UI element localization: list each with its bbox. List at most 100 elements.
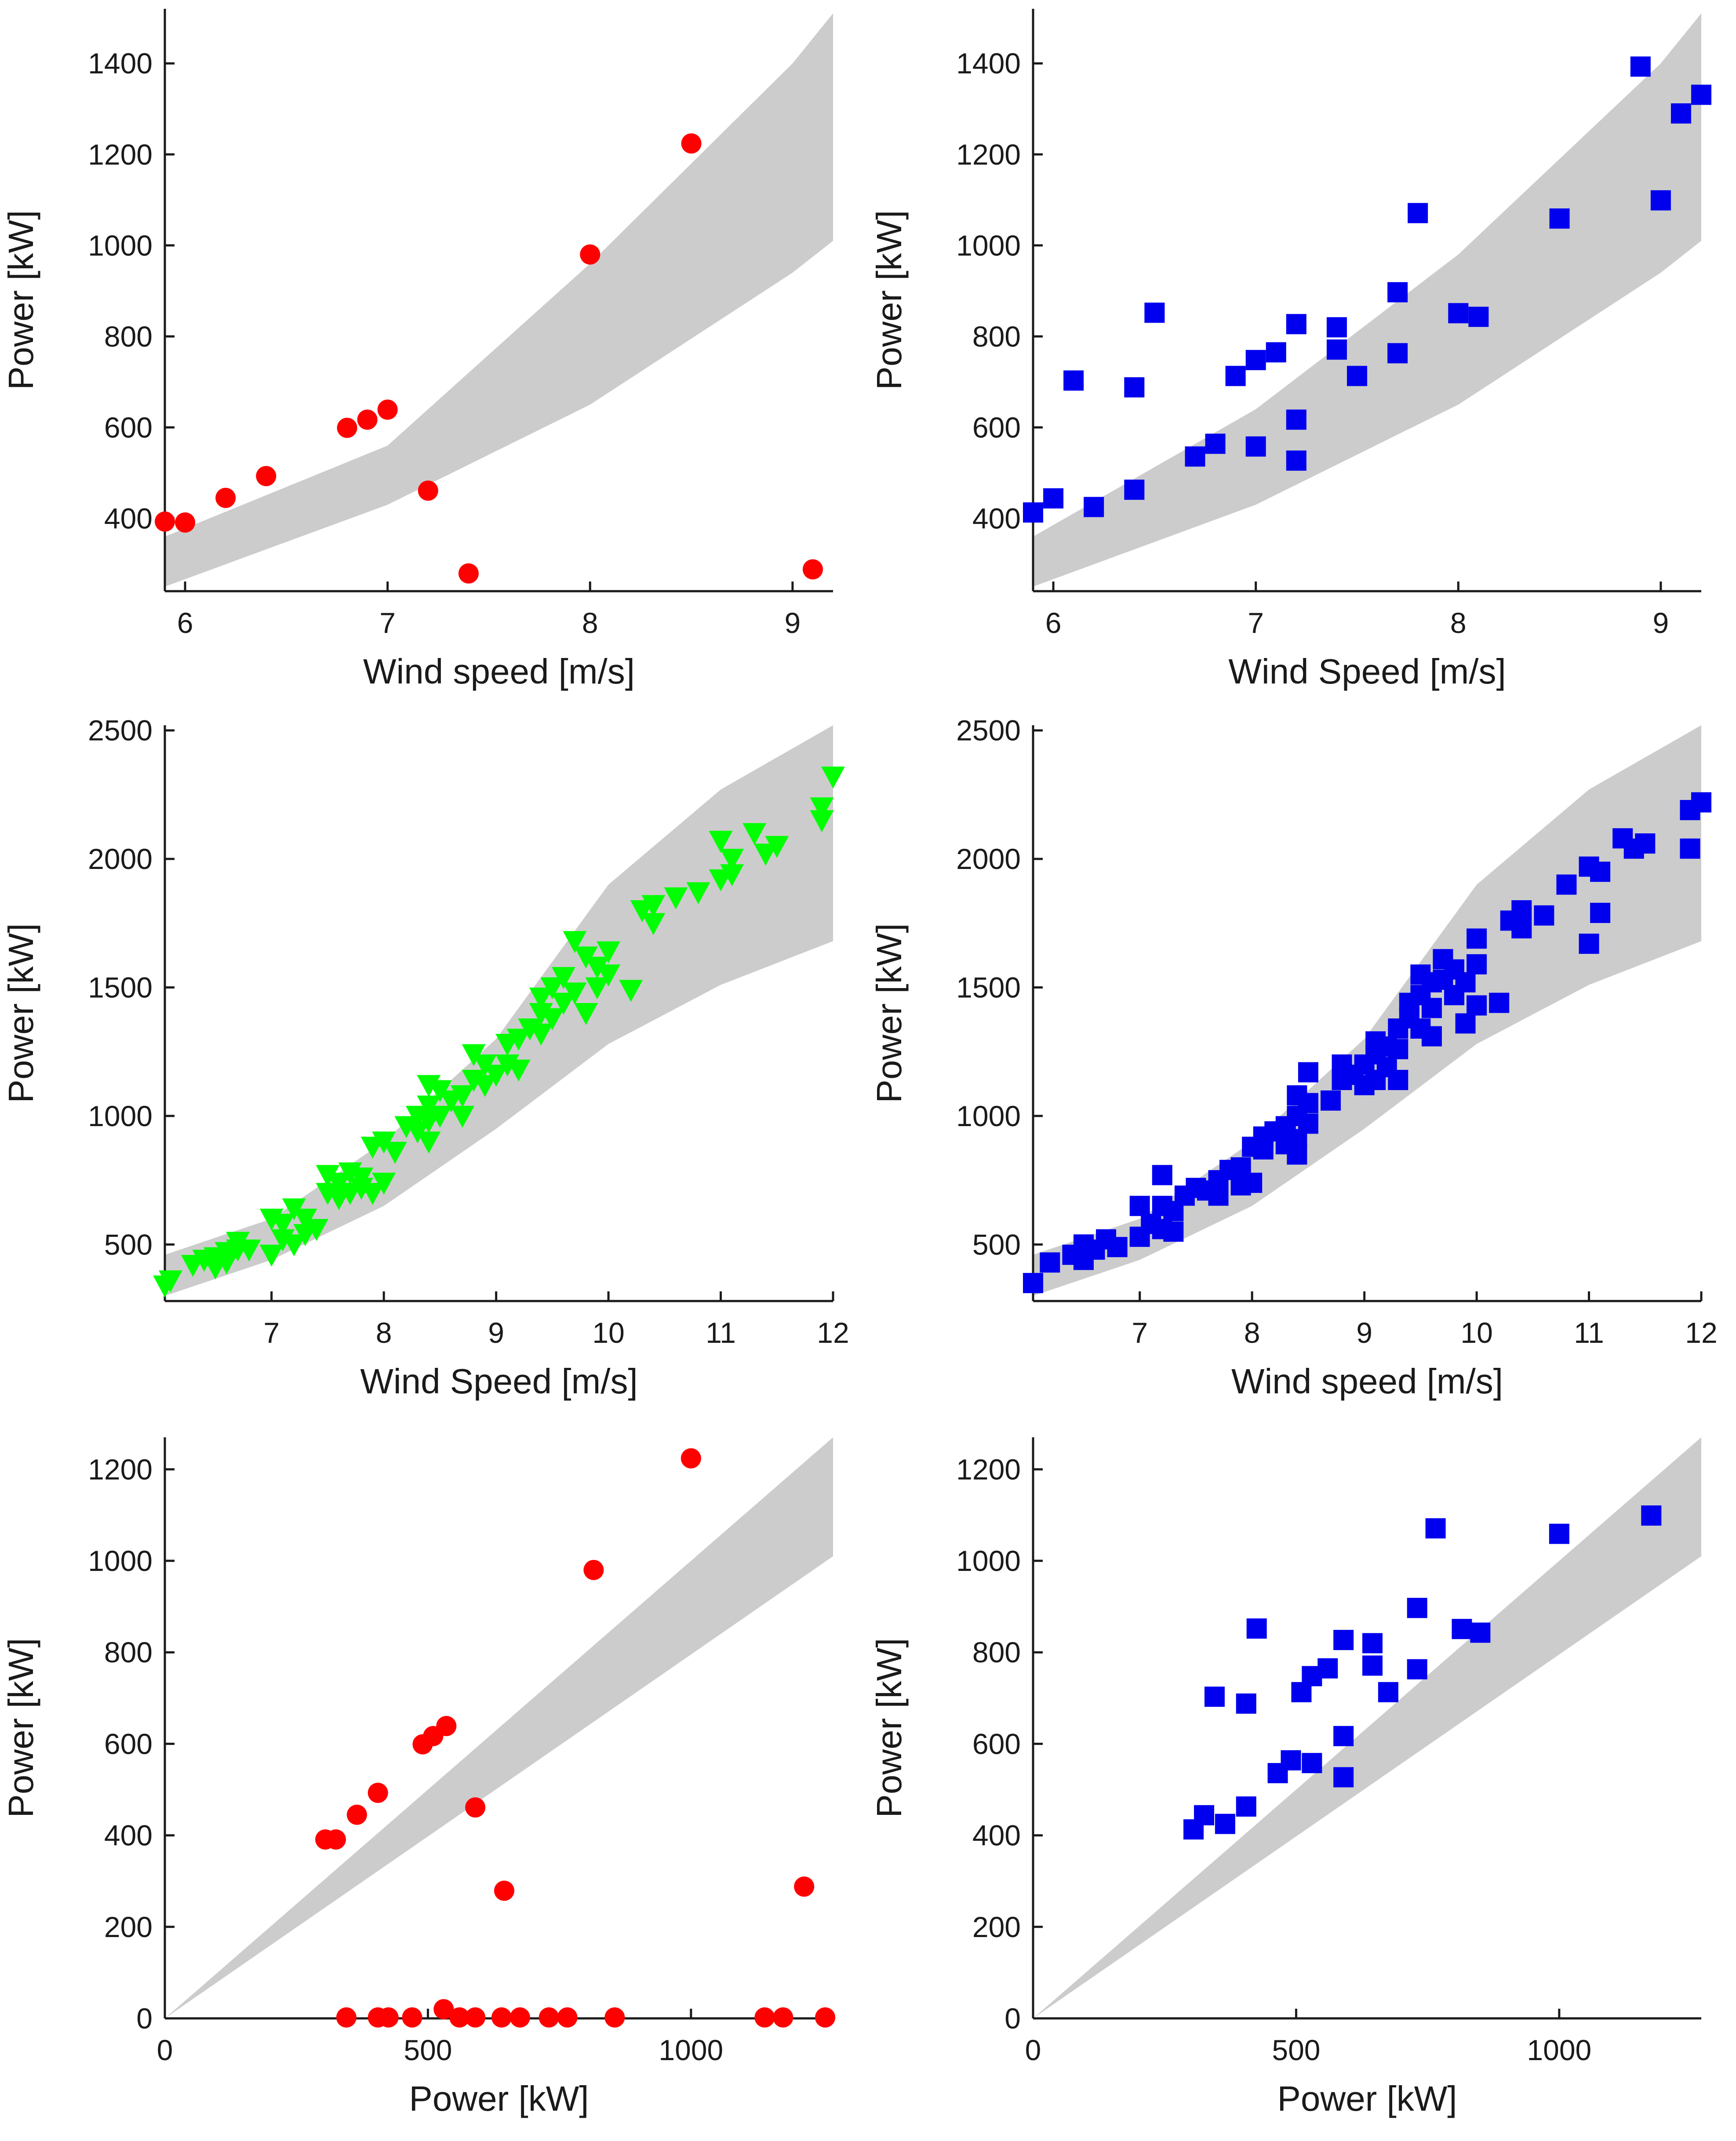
data-point [1452,1619,1472,1639]
y-tick-label: 1000 [88,1100,153,1132]
y-tick-label: 1200 [88,138,153,171]
data-point [1455,972,1476,992]
data-point [563,931,587,953]
data-point [357,409,378,430]
data-point [1378,1682,1398,1702]
y-tick-label: 200 [972,1911,1021,1943]
y-tick-label: 1000 [956,1545,1021,1577]
y-tick-label: 2000 [88,843,153,875]
y-tick-label: 400 [104,1819,153,1852]
data-point [491,2007,512,2028]
y-tick-label: 1000 [88,229,153,262]
data-point [1489,992,1510,1013]
data-point [417,1131,441,1154]
data-point [551,967,575,989]
data-point [529,987,553,1010]
x-axis-label: Wind Speed [m/s] [1228,652,1506,691]
x-tick-label: 9 [785,607,801,639]
data-point [1246,1618,1267,1639]
data-point [1286,314,1307,334]
data-point [1281,1750,1301,1770]
data-point [506,1059,531,1082]
y-tick-label: 2000 [956,843,1021,875]
y-tick-label: 800 [972,320,1021,353]
data-point [450,1105,474,1128]
data-point [821,766,845,789]
data-point [1362,1655,1383,1676]
data-point [597,941,621,963]
data-point [1129,1196,1150,1216]
data-point [1253,1139,1274,1160]
bottom-left-svg: 0 500 1000 0 200 400 600 800 1000 1200 Power [kW] P… [1,1437,836,2118]
data-point [1467,954,1487,974]
x-tick-label: 8 [1450,607,1467,639]
data-point [773,2007,793,2028]
y-axis-label: Power [kW] [1,210,40,390]
data-point [1421,1026,1442,1047]
y-tick-label: 800 [972,1636,1021,1668]
y-tick-label: 1200 [88,1453,153,1486]
data-point [372,1172,396,1195]
y-tick-label: 400 [972,502,1021,534]
data-point [563,982,587,1005]
data-point [1194,1805,1214,1825]
data-point [1326,339,1347,360]
x-tick-label: 8 [376,1316,392,1349]
data-point [1421,998,1442,1018]
data-point [1208,1185,1229,1206]
y-tick-label: 400 [972,1819,1021,1852]
uncertainty-band [165,725,833,1296]
data-point [641,895,666,917]
x-tick-label: 9 [488,1316,504,1349]
data-point [1511,900,1532,921]
data-point [282,1234,306,1257]
data-point [1084,497,1104,517]
y-tick-label: 1400 [956,47,1021,80]
x-tick-label: 8 [1244,1316,1260,1349]
data-point [1470,1622,1491,1643]
x-tick-label: 7 [263,1316,280,1349]
chart-bottom-left: 0 500 1000 0 200 400 600 800 1000 1200 Power [kW] P… [0,1424,868,2141]
uncertainty-band [165,1437,833,2018]
data-point [1556,874,1577,895]
data-point [418,480,438,501]
data-point [1590,861,1611,882]
data-point [1511,918,1532,939]
data-point [368,1782,388,1803]
data-point [604,2007,625,2028]
data-point [1163,1221,1184,1242]
data-point [681,133,702,154]
x-tick-label: 7 [1132,1316,1148,1349]
data-point [815,2007,836,2028]
data-point [259,1244,284,1267]
data-point [1236,1796,1256,1817]
data-point [709,831,733,853]
x-tick-label: 9 [1653,607,1669,639]
uncertainty-band [165,13,833,587]
x-axis-label: Power [kW] [1277,2079,1457,2118]
data-point [1680,838,1700,859]
x-tick-label: 10 [592,1316,624,1349]
data-point [1635,833,1656,854]
data-point [237,1240,261,1262]
x-tick-label: 10 [1460,1316,1492,1349]
x-tick-label: 1000 [659,2034,723,2066]
data-point [540,1008,564,1030]
y-axis-label: Power [kW] [1,923,40,1103]
data-point [1408,203,1428,223]
data-point [753,843,778,866]
data-point [494,1880,514,1901]
data-point [1040,1252,1060,1273]
data-point [1455,1013,1476,1034]
middle-left-svg: 7 8 9 10 11 12 500 1000 1500 2000 2500 Wind Speed [… [1,714,849,1401]
y-tick-label: 600 [972,1727,1021,1760]
x-tick-label: 6 [177,607,193,639]
chart-top-right: 6 7 8 9 400 600 800 1000 1200 1400 Wind Speed [m/s… [868,0,1736,712]
data-point [1630,56,1651,77]
y-tick-label: 600 [104,1727,153,1760]
x-axis-label: Wind speed [m/s] [1231,1362,1503,1401]
data-point [1549,1523,1569,1544]
x-tick-label: 8 [582,607,598,639]
x-tick-label: 6 [1045,607,1062,639]
x-tick-label: 1000 [1527,2034,1591,2066]
